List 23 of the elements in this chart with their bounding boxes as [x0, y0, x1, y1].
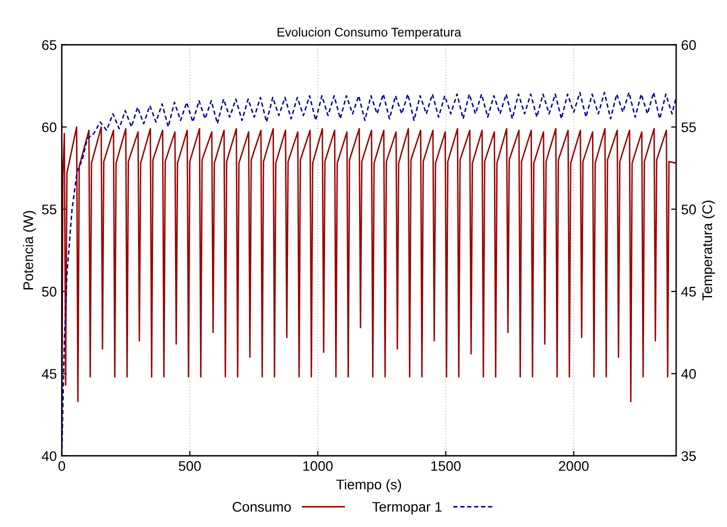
y-tick-label: 40: [42, 451, 56, 462]
y-tick-label: 60: [42, 122, 56, 132]
y-tick-label: 55: [42, 204, 56, 214]
y2-tick-label: 35: [682, 451, 696, 462]
y2-tick-label: 55: [682, 122, 696, 132]
y2-tick-label: 45: [681, 286, 696, 297]
chart-title: Evolucion Consumo Temperatura: [278, 27, 462, 40]
y-tick-label: 45: [42, 369, 56, 379]
x-tick-label: 1500: [431, 461, 461, 471]
y-axis-title: Potencia (W): [22, 211, 36, 290]
x-axis-title: Tiempo (s): [336, 479, 402, 492]
y2-axis-title: Temperatura (C): [702, 200, 715, 301]
legend-label: Consumo: [232, 502, 291, 512]
y-tick-label: 65: [42, 40, 56, 50]
y2-tick-label: 50: [682, 204, 696, 214]
y2-tick-label: 40: [681, 368, 696, 379]
legend-label: Termopar 1: [372, 502, 442, 514]
y2-tick-label: 60: [682, 40, 696, 50]
x-tick-label: 500: [178, 461, 201, 471]
x-tick-label: 0: [58, 461, 66, 471]
x-tick-label: 1000: [303, 461, 333, 471]
y-tick-label: 50: [42, 286, 56, 297]
x-tick-label: 2000: [558, 461, 589, 471]
